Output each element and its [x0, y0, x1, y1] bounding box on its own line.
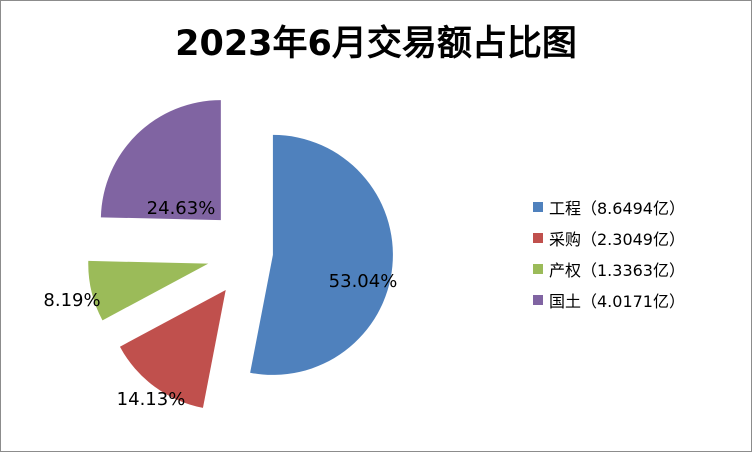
legend-swatch [533, 232, 543, 243]
legend-item-caigou: 采购（2.3049亿） [533, 222, 685, 253]
data-label-guotu: 24.63% [147, 198, 216, 219]
legend-label: 产权（1.3363亿） [549, 260, 685, 280]
legend: 工程（8.6494亿） 采购（2.3049亿） 产权（1.3363亿） 国土（4.01… [533, 191, 685, 315]
legend-label: 工程（8.6494亿） [549, 198, 685, 218]
data-label-caigou: 14.13% [117, 389, 186, 410]
data-label-chanquan: 8.19% [43, 290, 100, 311]
pie-slice-gongcheng [250, 134, 393, 375]
legend-label: 采购（2.3049亿） [549, 229, 685, 249]
data-label-gongcheng: 53.04% [329, 271, 398, 292]
legend-item-gongcheng: 工程（8.6494亿） [533, 191, 685, 222]
pie-slice-chanquan [88, 260, 209, 321]
chart-title: 2023年6月交易额占比图 [175, 24, 577, 64]
pie-slice-caigou [119, 290, 226, 408]
legend-swatch [533, 294, 543, 305]
legend-swatch [533, 201, 543, 212]
pie-slice-guotu [100, 100, 221, 221]
legend-label: 国土（4.0171亿） [549, 291, 685, 311]
legend-item-chanquan: 产权（1.3363亿） [533, 253, 685, 284]
legend-swatch [533, 263, 543, 274]
legend-item-guotu: 国土（4.0171亿） [533, 284, 685, 315]
